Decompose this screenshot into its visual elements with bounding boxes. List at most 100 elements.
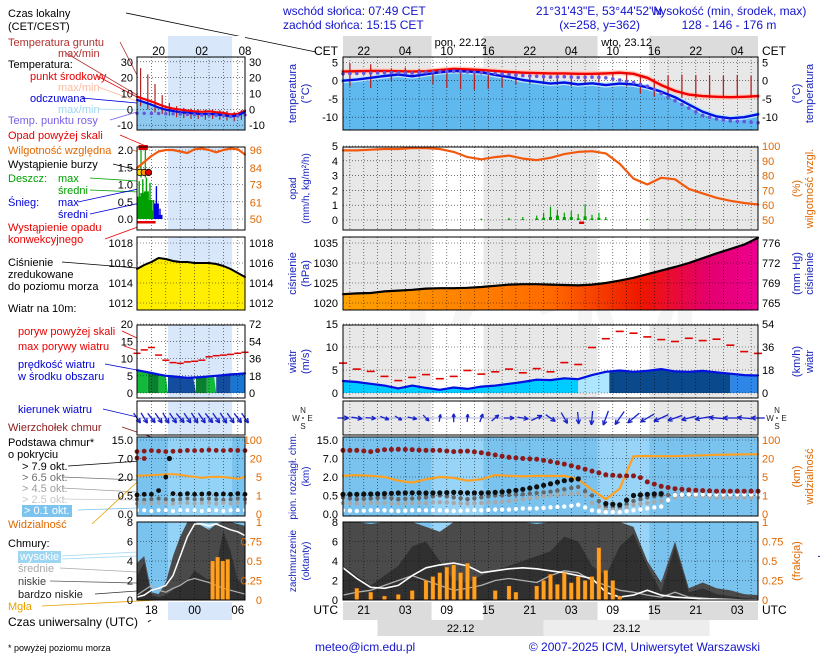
svg-text:16: 16: [482, 46, 495, 58]
location-coordinates: 21°31'43"E, 53°44'52"N: [535, 4, 662, 18]
svg-text:21: 21: [357, 605, 370, 617]
legend-item: kierunek wiatru: [18, 404, 92, 416]
legend-item: do poziomu morza: [8, 281, 99, 293]
legend-item: Podstawa chmur*: [8, 437, 95, 449]
svg-text:21: 21: [689, 605, 702, 617]
svg-text:22: 22: [689, 46, 702, 58]
svg-text:mgła: mgła: [817, 548, 820, 573]
svg-text:90: 90: [762, 156, 774, 168]
svg-text:ciśnienie: ciśnienie: [287, 252, 299, 295]
svg-text:(hPa): (hPa): [300, 260, 312, 287]
svg-text:16: 16: [648, 46, 661, 58]
svg-text:1: 1: [762, 491, 768, 503]
svg-text:opad: opad: [288, 177, 299, 199]
svg-text:18: 18: [762, 365, 774, 377]
svg-text:0: 0: [127, 595, 133, 607]
svg-text:(mm/h, kg/m²/h): (mm/h, kg/m²/h): [301, 153, 312, 224]
svg-text:1014: 1014: [249, 278, 273, 290]
svg-text:18: 18: [249, 371, 261, 383]
legend-item: Czas lokalny: [8, 8, 71, 20]
svg-text:0: 0: [127, 104, 133, 116]
svg-text:10: 10: [121, 354, 133, 366]
panel-clouds-vertical: 15.0 7.0 2.0 0.5 0.0 100 20 5 1 0 15.0 7.0 2.0 0.5 0.0…: [112, 433, 816, 521]
svg-text:1014: 1014: [109, 278, 133, 290]
svg-text:54: 54: [762, 319, 774, 331]
svg-text:21: 21: [523, 605, 536, 617]
legend-item: konwekcyjnego: [8, 234, 84, 246]
legend-item: > 7.9 okt.: [22, 461, 68, 473]
svg-text:5: 5: [127, 371, 133, 383]
svg-text:(km): (km): [791, 466, 803, 488]
legend-item: > 2.5 okt.: [22, 494, 68, 506]
svg-text:84: 84: [250, 163, 262, 175]
panel-temperature: 5 0 -5 -10 5 0 -5 -10 30 20 10 0 -10 30 20 10 0 -10 temper…: [117, 56, 816, 132]
svg-text:23.12: 23.12: [613, 623, 641, 635]
svg-text:15.0: 15.0: [112, 435, 133, 447]
svg-text:22: 22: [523, 46, 536, 58]
svg-text:100: 100: [762, 141, 780, 153]
svg-text:03: 03: [399, 605, 412, 617]
svg-text:10: 10: [606, 46, 619, 58]
svg-text:20: 20: [250, 454, 262, 466]
svg-text:-5: -5: [328, 94, 338, 106]
legend-item: Czas uniwersalny (UTC): [8, 615, 139, 629]
svg-text:7.0: 7.0: [323, 454, 338, 466]
svg-text:8: 8: [127, 517, 133, 529]
panel-pressure: 1035 1030 1025 1020 776 772 769 765 1018 1016 1014…: [109, 236, 816, 311]
svg-text:S: S: [774, 422, 779, 431]
svg-text:4: 4: [127, 556, 133, 568]
svg-text:(km/h): (km/h): [791, 346, 803, 377]
legend-item: wysokie: [18, 551, 62, 563]
svg-text:0: 0: [249, 388, 255, 400]
svg-text:wilgotność wzgl.: wilgotność wzgl.: [804, 149, 816, 229]
legend-item: średnie: [18, 563, 55, 575]
svg-text:0.75: 0.75: [762, 537, 783, 549]
legend-item: niskie: [18, 576, 47, 588]
svg-text:15: 15: [326, 319, 338, 331]
legend-item: punkt środkowy: [30, 71, 107, 83]
svg-text:1020: 1020: [314, 298, 338, 310]
svg-text:ciśnienie: ciśnienie: [804, 252, 816, 295]
svg-text:1018: 1018: [109, 238, 133, 250]
svg-text:0: 0: [332, 215, 338, 227]
svg-text:36: 36: [249, 354, 261, 366]
svg-text:-10: -10: [249, 120, 265, 132]
svg-text:(°C): (°C): [791, 84, 803, 104]
svg-text:(mm Hg): (mm Hg): [791, 252, 803, 295]
legend-item: o pokryciu: [8, 449, 59, 461]
svg-text:0.25: 0.25: [762, 576, 783, 588]
svg-text:4: 4: [332, 556, 338, 568]
svg-text:0: 0: [332, 388, 338, 400]
svg-text:72: 72: [249, 319, 261, 331]
svg-text:wiatr: wiatr: [287, 350, 299, 375]
svg-text:61: 61: [250, 198, 262, 210]
svg-text:60: 60: [762, 200, 774, 212]
svg-text:0: 0: [332, 595, 338, 607]
footnote: * powyżej poziomu morza: [8, 643, 111, 653]
svg-text:S: S: [300, 422, 305, 431]
svg-text:2: 2: [127, 576, 133, 588]
svg-text:2.0: 2.0: [118, 145, 133, 157]
svg-text:00: 00: [188, 605, 201, 617]
legend-item: Mgła: [8, 601, 32, 613]
svg-text:W: W: [766, 414, 774, 423]
legend-item: Wiatr na 10m:: [8, 303, 77, 315]
copyright-link[interactable]: © 2007-2025 ICM, Uniwersytet Warszawski: [528, 640, 760, 654]
svg-text:10: 10: [326, 342, 338, 354]
svg-text:wiatr: wiatr: [804, 350, 816, 375]
svg-text:UTC: UTC: [762, 603, 787, 617]
svg-text:0.0: 0.0: [118, 214, 133, 226]
svg-text:15: 15: [121, 336, 133, 348]
svg-text:7.0: 7.0: [118, 454, 133, 466]
svg-text:4: 4: [332, 156, 338, 168]
grid-point: (x=258, y=362): [559, 18, 640, 32]
svg-text:5: 5: [332, 365, 338, 377]
contact-email-link[interactable]: meteo@icm.edu.pl: [315, 640, 416, 654]
svg-text:(frakcja): (frakcja): [791, 541, 803, 581]
svg-text:2.0: 2.0: [118, 472, 133, 484]
legend-item: prędkość wiatru: [18, 359, 96, 371]
svg-text:96: 96: [250, 145, 262, 157]
svg-text:04: 04: [731, 46, 744, 58]
